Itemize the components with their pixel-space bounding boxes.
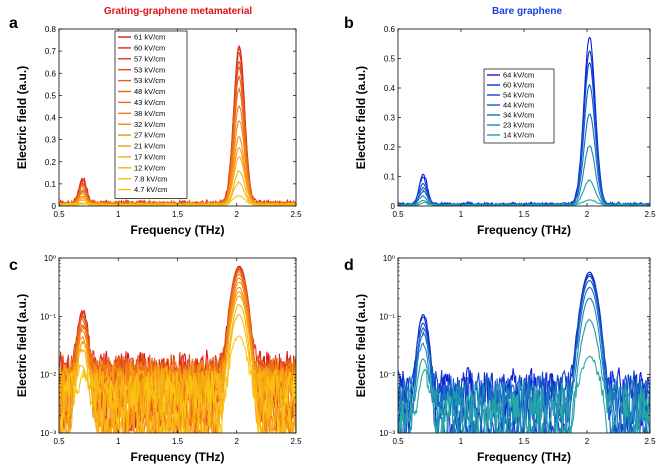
legend-entry: 21 kV/cm [134,142,165,151]
x-tick-label: 1 [116,210,121,219]
series-line [398,318,650,433]
legend-entry: 48 kV/cm [134,87,165,96]
x-tick-label: 1.5 [518,210,530,219]
legend-entry: 57 kV/cm [134,54,165,63]
legend-entry: 54 kV/cm [503,91,534,100]
legend-entry: 14 kV/cm [503,131,534,140]
legend-entry: 44 kV/cm [503,101,534,110]
y-tick-label: 10⁻³ [40,429,56,438]
series-group [59,265,296,433]
x-tick-label: 1.5 [172,210,184,219]
legend-entry: 61 kV/cm [134,33,165,42]
y-tick-label: 0.6 [384,25,396,34]
legend-box [483,68,555,144]
panel-c: 0.5 1 1.5 2 2.5 10⁻³ 10⁻² 10⁻¹ 10⁰ Frequency (THz… [9,254,302,464]
y-tick-label: 0.8 [45,25,57,34]
y-tick-label: 0.2 [45,158,57,167]
y-tick-label: 0.6 [45,69,57,78]
panel-label: a [9,15,18,32]
legend-entry: 27 kV/cm [134,131,165,140]
legend-entry: 53 kV/cm [134,65,165,74]
y-tick-label: 0 [52,202,57,211]
legend-entry: 4.7 kV/cm [134,185,167,194]
panel-label: d [344,257,354,274]
x-tick-label: 2.5 [290,437,302,446]
x-tick-label: 2 [585,437,590,446]
legend-entry: 38 kV/cm [134,109,165,118]
y-tick-label: 0.1 [45,180,57,189]
y-tick-label: 10⁻¹ [40,312,56,321]
x-tick-label: 0.5 [53,210,65,219]
series-line [59,295,296,433]
y-tick-label: 0.7 [45,47,57,56]
y-tick-label: 10⁻¹ [379,312,395,321]
x-tick-label: 2.5 [290,210,302,219]
x-tick-label: 2 [585,210,590,219]
y-tick-label: 0 [391,202,396,211]
y-axis-label: Electric field (a.u.) [354,294,368,397]
y-tick-label: 10⁻² [40,371,56,380]
y-axis-label: Electric field (a.u.) [15,294,29,397]
x-tick-label: 0.5 [392,437,404,446]
legend-entry: 60 kV/cm [503,81,534,90]
panel-d: 0.5 1 1.5 2 2.5 10⁻³ 10⁻² 10⁻¹ 10⁰ Frequency (THz… [344,254,656,464]
legend-entry: 7.8 kV/cm [134,174,167,183]
x-tick-label: 1 [459,437,464,446]
x-tick-label: 1 [459,210,464,219]
y-tick-label: 0.5 [45,91,57,100]
legend-entry: 32 kV/cm [134,120,165,129]
y-tick-label: 0.2 [384,143,396,152]
legend-entry: 23 kV/cm [503,121,534,130]
series-line [398,145,650,206]
x-tick-label: 2 [235,210,240,219]
y-tick-label: 0.4 [45,114,57,123]
legend-entry: 60 kV/cm [134,44,165,53]
y-tick-label: 0.3 [384,114,396,123]
x-tick-label: 0.5 [392,210,404,219]
legend-entry: 12 kV/cm [134,163,165,172]
x-tick-label: 0.5 [53,437,65,446]
panel-a: 0.5 1 1.5 2 2.5 0 0.1 0.2 0.3 0.4 0.5 0.6 0.7 0.8 Freq… [9,6,302,237]
panel-b: 0.5 1 1.5 2 2.5 0 0.1 0.2 0.3 0.4 0.5 0.6 Frequency … [344,6,656,237]
legend-entry: 53 kV/cm [134,76,165,85]
y-tick-label: 0.4 [384,84,396,93]
panel-title: Bare graphene [492,6,562,17]
y-tick-label: 0.3 [45,136,57,145]
x-tick-label: 1 [116,437,121,446]
y-tick-label: 10⁻² [379,371,395,380]
x-tick-label: 2.5 [644,210,656,219]
x-axis-label: Frequency (THz) [130,450,224,464]
x-tick-label: 2.5 [644,437,656,446]
legend-entry: 34 kV/cm [503,111,534,120]
x-axis-label: Frequency (THz) [477,450,571,464]
series-line [398,275,650,433]
y-tick-label: 0.1 [384,173,396,182]
y-tick-label: 10⁰ [44,254,56,263]
series-line [398,279,650,433]
x-axis-label: Frequency (THz) [477,223,571,237]
legend-entry: 17 kV/cm [134,153,165,162]
panel-label: c [9,257,18,274]
x-axis-label: Frequency (THz) [130,223,224,237]
y-tick-label: 10⁰ [383,254,395,263]
series-group [398,271,650,433]
y-axis-label: Electric field (a.u.) [15,66,29,169]
x-tick-label: 1.5 [172,437,184,446]
panel-title: Grating-graphene metamaterial [104,6,253,17]
panel-label: b [344,15,354,32]
legend-entry: 64 kV/cm [503,71,534,80]
x-tick-label: 2 [235,437,240,446]
legend-entry: 43 kV/cm [134,98,165,107]
series-line [59,335,296,433]
series-line [59,313,296,433]
y-tick-label: 10⁻³ [379,429,395,438]
x-tick-label: 1.5 [518,437,530,446]
y-axis-label: Electric field (a.u.) [354,66,368,169]
y-tick-label: 0.5 [384,55,396,64]
